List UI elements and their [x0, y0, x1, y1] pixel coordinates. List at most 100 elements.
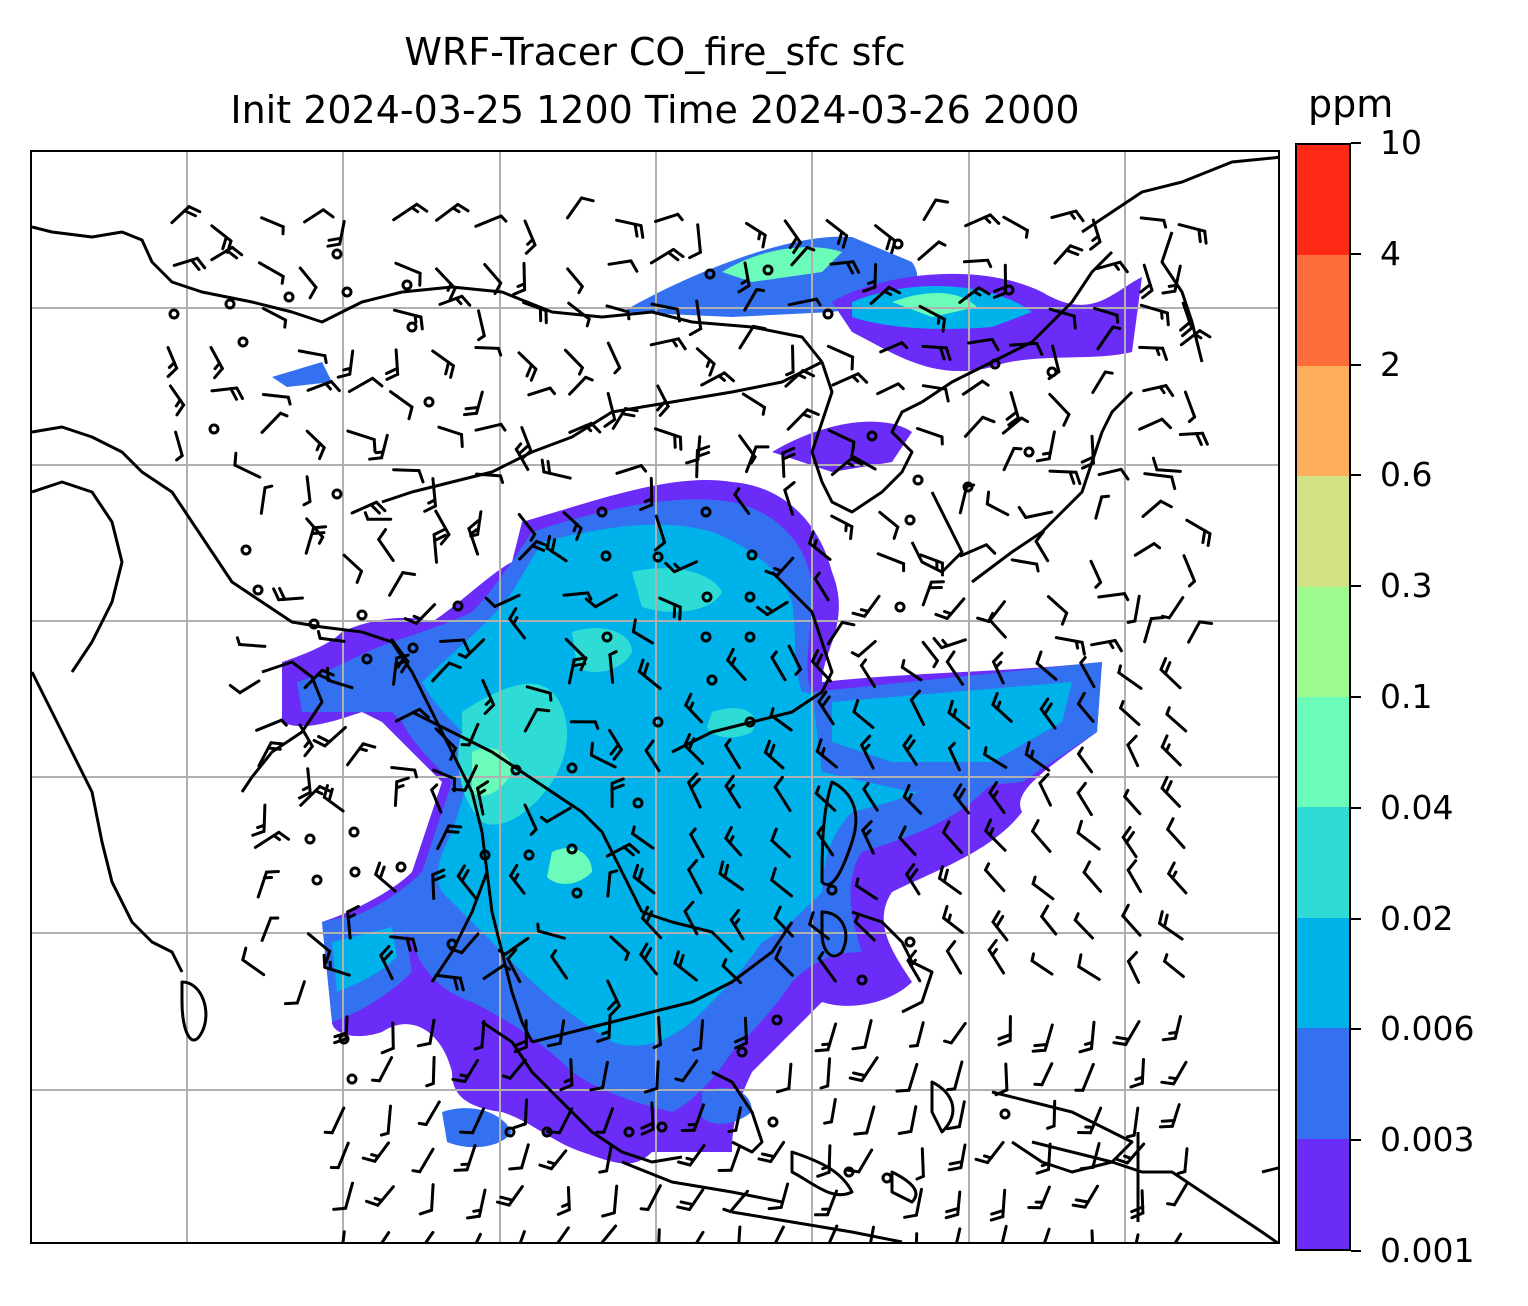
- wind-barb-feather: [598, 1169, 609, 1174]
- colorbar-tick: [1351, 363, 1361, 366]
- colorbar-tick: [1351, 585, 1361, 588]
- wind-barb-shaft: [566, 1186, 571, 1212]
- wind-barb-shaft: [295, 980, 306, 1005]
- wind-barb-feather: [535, 539, 550, 548]
- wind-barb-feather: [908, 1044, 919, 1048]
- wind-barb-shaft: [605, 1145, 613, 1173]
- wind-barb-feather: [379, 1131, 390, 1137]
- wind-barb-shaft: [854, 884, 878, 901]
- wind-barb-feather: [1126, 859, 1138, 872]
- wind-barb-shaft: [568, 421, 593, 434]
- wind-barb-feather: [658, 404, 670, 417]
- wind-barb-shaft: [986, 1140, 1005, 1165]
- wind-barb-shaft: [1167, 872, 1188, 895]
- wind-barb-feather: [265, 870, 280, 874]
- wind-barb-shaft: [1119, 706, 1141, 726]
- wind-barb-shaft: [428, 1018, 436, 1045]
- wind-barb-shaft: [961, 379, 984, 396]
- wind-barb-feather: [326, 242, 342, 248]
- wind-barb-shaft: [1133, 594, 1141, 623]
- wind-barb-shaft: [438, 294, 464, 306]
- wind-barb-feather: [852, 699, 860, 714]
- wind-barb-shaft: [303, 208, 325, 224]
- wind-barb-feather: [678, 435, 683, 451]
- wind-barb-shaft: [392, 656, 399, 686]
- wind-barb-shaft: [919, 553, 944, 565]
- wind-barb-feather: [336, 372, 352, 379]
- wind-barb-feather: [674, 1077, 685, 1083]
- wind-barb-feather: [473, 1045, 484, 1051]
- wind-barb-feather: [722, 371, 735, 383]
- wind-barb-feather: [1112, 1041, 1128, 1046]
- wind-barb-feather: [678, 953, 685, 969]
- wind-barb-feather: [559, 1083, 574, 1092]
- wind-barb-shaft: [257, 741, 273, 768]
- wind-barb-feather: [988, 612, 995, 622]
- wind-barb-feather: [814, 1048, 830, 1053]
- wind-barb-feather: [853, 1131, 869, 1136]
- wind-barb-feather: [1080, 455, 1095, 464]
- wind-barb-shaft: [860, 743, 875, 770]
- wind-barb-feather: [1076, 819, 1083, 835]
- tracer-east-band-inner: [832, 682, 1072, 762]
- wind-barb-shaft: [558, 1019, 566, 1045]
- wind-barb-shaft: [523, 1098, 529, 1126]
- wind-barb-feather: [380, 1046, 395, 1055]
- wind-barb-feather: [781, 446, 796, 455]
- wind-barb-feather: [241, 946, 248, 962]
- wind-barb-feather: [512, 288, 527, 296]
- wind-barb-feather: [695, 451, 711, 458]
- wind-barb-shaft: [826, 1022, 838, 1052]
- wind-barb-shaft: [608, 653, 615, 684]
- wind-barb-feather: [905, 739, 916, 752]
- wind-barb-shaft: [520, 426, 533, 453]
- wind-barb-feather: [944, 387, 950, 403]
- wind-barb-feather: [460, 869, 470, 883]
- wind-barb-feather: [613, 366, 622, 375]
- wind-barb-shaft: [474, 214, 503, 228]
- wind-barb-shaft: [378, 1056, 394, 1083]
- wind-barb-feather: [732, 918, 741, 927]
- wind-barb-feather: [411, 1169, 422, 1174]
- wind-barb-feather: [637, 867, 644, 883]
- wind-barb-shaft: [1138, 345, 1165, 350]
- tracer-south-1: [442, 1108, 512, 1148]
- wind-barb-shaft: [862, 787, 879, 812]
- wind-barb-shaft: [921, 384, 948, 391]
- wind-barb-shaft: [654, 212, 680, 223]
- wind-barb-shaft: [672, 560, 698, 574]
- calm-wind-markers: [168, 238, 1058, 1184]
- wind-barb-shaft: [853, 920, 876, 942]
- wind-barb-feather: [627, 842, 640, 854]
- wind-barb-feather: [342, 366, 353, 372]
- wind-barb-shaft: [650, 302, 679, 311]
- wind-barb-shaft: [830, 514, 854, 529]
- wind-barb-shaft: [869, 1225, 875, 1242]
- wind-barb-shaft: [1081, 1062, 1095, 1092]
- colorbar-tick: [1351, 1139, 1361, 1142]
- wind-barb-feather: [988, 827, 995, 837]
- wind-barb-feather: [327, 787, 334, 803]
- wind-barb-feather: [1118, 260, 1129, 274]
- wind-barb-feather: [1130, 1211, 1145, 1220]
- wind-barb-shaft: [953, 793, 970, 815]
- wind-barb-shaft: [1172, 1060, 1188, 1086]
- wind-barb-shaft: [1047, 1142, 1052, 1171]
- wind-barb-feather: [797, 373, 807, 380]
- wind-barb-shaft: [606, 871, 612, 898]
- wind-barb-shaft: [306, 380, 333, 392]
- wind-barb-feather: [395, 784, 405, 790]
- wind-barb-shaft: [827, 428, 856, 444]
- wind-barb-shaft: [914, 1187, 923, 1217]
- colorbar-segment: [1297, 1028, 1349, 1139]
- wind-barb-shaft: [346, 429, 376, 441]
- wind-barb-shaft: [1009, 391, 1020, 420]
- wind-barb-shaft: [1040, 915, 1058, 936]
- wind-barb-shaft: [1030, 959, 1054, 976]
- wind-barb-feather: [1158, 385, 1166, 395]
- wind-barb-feather: [427, 498, 437, 505]
- wind-barb-shaft: [769, 714, 793, 732]
- wind-barb-shaft: [434, 727, 457, 750]
- wind-barb-feather: [679, 1200, 695, 1207]
- wind-barb-feather: [988, 781, 998, 795]
